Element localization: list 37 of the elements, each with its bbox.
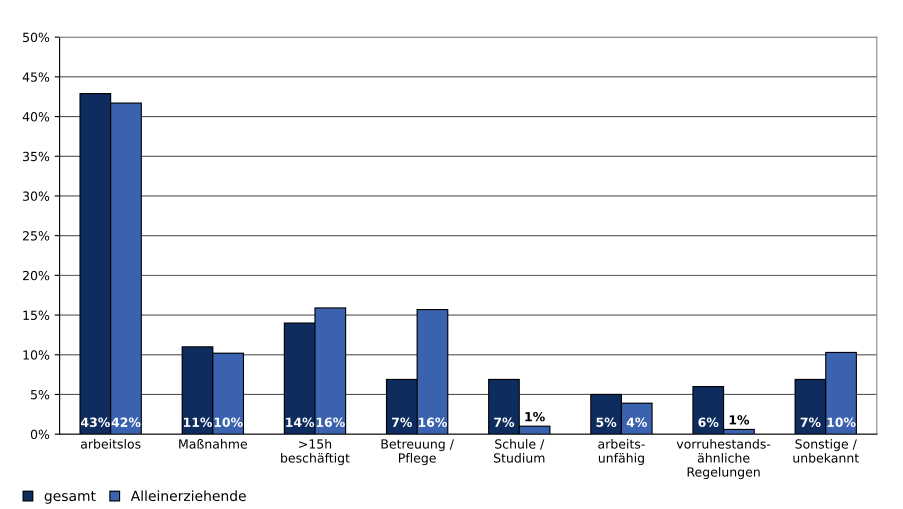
x-tick-label: Sonstige / unbekannt bbox=[793, 439, 859, 463]
data-label: 42% bbox=[112, 418, 141, 427]
y-tick-label: 40% bbox=[22, 112, 50, 122]
y-tick-label: 25% bbox=[23, 231, 50, 241]
x-tick-label: Schule / Studium bbox=[494, 439, 544, 463]
data-label: 7% bbox=[494, 418, 514, 427]
data-label: 6% bbox=[698, 418, 718, 427]
legend-label: Alleinerziehende bbox=[130, 490, 246, 502]
data-label: 7% bbox=[800, 418, 821, 427]
x-tick-label: >15h beschäftigt bbox=[281, 439, 350, 466]
data-label: 16% bbox=[418, 418, 448, 427]
data-label: 16% bbox=[316, 418, 345, 427]
data-label: 1% bbox=[525, 412, 545, 422]
data-label: 4% bbox=[626, 418, 647, 427]
y-tick-label: 30% bbox=[23, 191, 50, 201]
data-label: 11% bbox=[184, 418, 212, 427]
legend-label: gesamt bbox=[44, 491, 96, 504]
y-tick-label: 10% bbox=[23, 350, 50, 360]
x-tick-label: Betreuung / Pflege bbox=[382, 439, 454, 466]
x-tick-label: vorruhestands- ähnliche Regelungen bbox=[676, 439, 770, 480]
y-tick-label: 50% bbox=[23, 32, 50, 42]
data-label: 7% bbox=[392, 418, 412, 427]
x-tick-label: Maßnahme bbox=[179, 439, 248, 449]
y-tick-label: 45% bbox=[22, 72, 50, 82]
x-tick-label: arbeits- unfähig bbox=[598, 439, 645, 466]
data-label: 5% bbox=[596, 418, 616, 427]
data-label: 1% bbox=[730, 415, 750, 425]
y-tick-label: 20% bbox=[23, 270, 50, 280]
y-tick-label: 0% bbox=[30, 430, 50, 440]
data-label: 10% bbox=[828, 418, 856, 427]
y-tick-label: 5% bbox=[31, 390, 50, 400]
y-tick-label: 15% bbox=[23, 310, 50, 320]
y-tick-label: 35% bbox=[23, 152, 50, 162]
data-label: 43% bbox=[80, 418, 110, 427]
data-label: 10% bbox=[214, 418, 243, 427]
x-tick-label: arbeitslos bbox=[80, 439, 141, 449]
data-label: 14% bbox=[286, 418, 314, 427]
